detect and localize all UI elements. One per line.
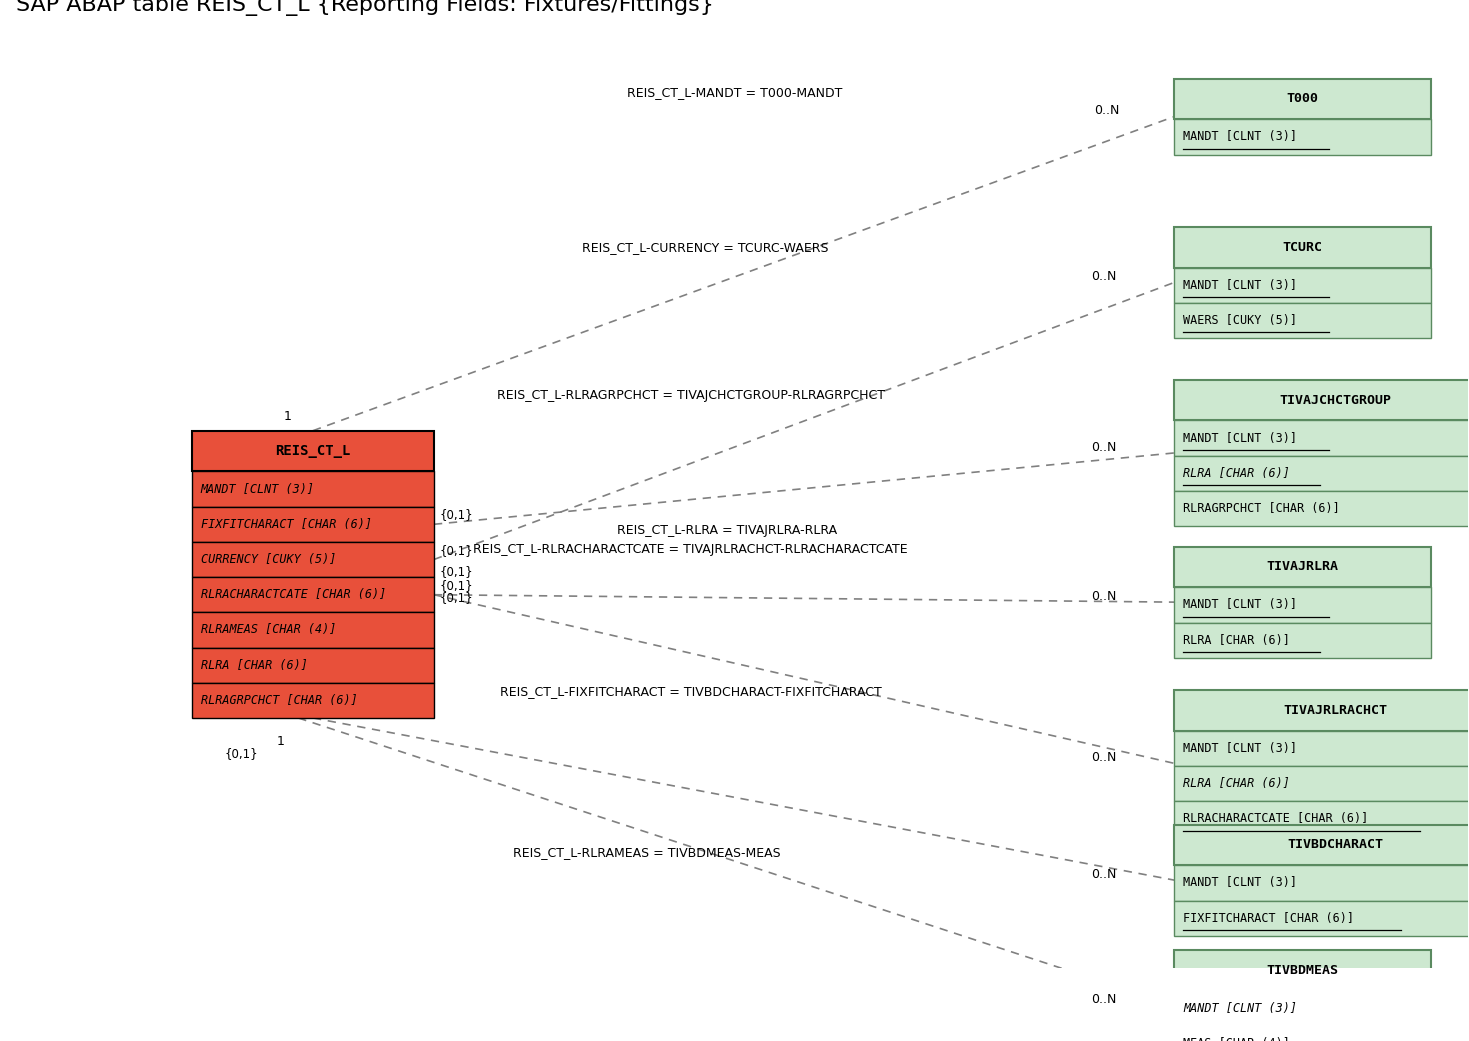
- Text: REIS_CT_L-CURRENCY = TCURC-WAERS: REIS_CT_L-CURRENCY = TCURC-WAERS: [582, 240, 829, 254]
- FancyBboxPatch shape: [1174, 990, 1431, 1025]
- Text: REIS_CT_L-RLRAMEAS = TIVBDMEAS-MEAS: REIS_CT_L-RLRAMEAS = TIVBDMEAS-MEAS: [513, 846, 780, 859]
- Text: REIS_CT_L-MANDT = T000-MANDT: REIS_CT_L-MANDT = T000-MANDT: [627, 86, 842, 99]
- FancyBboxPatch shape: [1174, 268, 1431, 303]
- Text: 1: 1: [284, 410, 291, 424]
- FancyBboxPatch shape: [1174, 900, 1469, 936]
- Text: WAERS [CUKY (5)]: WAERS [CUKY (5)]: [1183, 314, 1297, 327]
- FancyBboxPatch shape: [1174, 865, 1469, 900]
- FancyBboxPatch shape: [192, 542, 433, 577]
- Text: {0,1}: {0,1}: [439, 565, 473, 578]
- FancyBboxPatch shape: [1174, 1025, 1431, 1041]
- Text: MANDT [CLNT (3)]: MANDT [CLNT (3)]: [1183, 877, 1297, 889]
- FancyBboxPatch shape: [192, 507, 433, 542]
- Text: FIXFITCHARACT [CHAR (6)]: FIXFITCHARACT [CHAR (6)]: [1183, 912, 1354, 924]
- Text: REIS_CT_L-RLRACHARACTCATE = TIVAJRLRACHCT-RLRACHARACTCATE: REIS_CT_L-RLRACHARACTCATE = TIVAJRLRACHC…: [473, 542, 908, 556]
- Text: MEAS [CHAR (4)]: MEAS [CHAR (4)]: [1183, 1037, 1290, 1041]
- Text: SAP ABAP table REIS_CT_L {Reporting Fields: Fixtures/Fittings}: SAP ABAP table REIS_CT_L {Reporting Fiel…: [16, 0, 714, 16]
- FancyBboxPatch shape: [1174, 587, 1431, 623]
- Text: 0..N: 0..N: [1091, 752, 1116, 764]
- Text: REIS_CT_L-FIXFITCHARACT = TIVBDCHARACT-FIXFITCHARACT: REIS_CT_L-FIXFITCHARACT = TIVBDCHARACT-F…: [499, 686, 881, 699]
- Text: TCURC: TCURC: [1282, 240, 1322, 254]
- FancyBboxPatch shape: [192, 472, 433, 507]
- Text: 0..N: 0..N: [1091, 271, 1116, 283]
- Text: {0,1}: {0,1}: [225, 746, 259, 760]
- Text: MANDT [CLNT (3)]: MANDT [CLNT (3)]: [201, 483, 314, 496]
- Text: {0,1}: {0,1}: [439, 543, 473, 557]
- Text: REIS_CT_L-RLRAGRPCHCT = TIVAJCHCTGROUP-RLRAGRPCHCT: REIS_CT_L-RLRAGRPCHCT = TIVAJCHCTGROUP-R…: [497, 389, 884, 402]
- FancyBboxPatch shape: [1174, 547, 1431, 587]
- Text: 0..N: 0..N: [1091, 993, 1116, 1007]
- Text: MANDT [CLNT (3)]: MANDT [CLNT (3)]: [1183, 599, 1297, 611]
- Text: RLRACHARACTCATE [CHAR (6)]: RLRACHARACTCATE [CHAR (6)]: [1183, 812, 1369, 826]
- Text: RLRAGRPCHCT [CHAR (6)]: RLRAGRPCHCT [CHAR (6)]: [201, 694, 357, 707]
- FancyBboxPatch shape: [192, 683, 433, 718]
- FancyBboxPatch shape: [192, 577, 433, 612]
- Text: TIVAJRLRACHCT: TIVAJRLRACHCT: [1284, 704, 1388, 717]
- Text: MANDT [CLNT (3)]: MANDT [CLNT (3)]: [1183, 742, 1297, 755]
- Text: {0,1}: {0,1}: [439, 591, 473, 604]
- Text: TIVAJCHCTGROUP: TIVAJCHCTGROUP: [1279, 393, 1391, 407]
- Text: TIVBDMEAS: TIVBDMEAS: [1266, 964, 1338, 976]
- Text: RLRAMEAS [CHAR (4)]: RLRAMEAS [CHAR (4)]: [201, 624, 336, 636]
- FancyBboxPatch shape: [1174, 824, 1469, 865]
- Text: REIS_CT_L: REIS_CT_L: [275, 445, 351, 458]
- FancyBboxPatch shape: [1174, 303, 1431, 338]
- Text: RLRA [CHAR (6)]: RLRA [CHAR (6)]: [1183, 778, 1290, 790]
- Text: RLRA [CHAR (6)]: RLRA [CHAR (6)]: [1183, 634, 1290, 646]
- Text: RLRA [CHAR (6)]: RLRA [CHAR (6)]: [1183, 466, 1290, 480]
- FancyBboxPatch shape: [1174, 802, 1469, 837]
- Text: 0..N: 0..N: [1094, 104, 1119, 118]
- FancyBboxPatch shape: [192, 612, 433, 648]
- FancyBboxPatch shape: [192, 648, 433, 683]
- Text: 1: 1: [276, 735, 284, 747]
- FancyBboxPatch shape: [1174, 690, 1469, 731]
- Text: 0..N: 0..N: [1091, 590, 1116, 603]
- FancyBboxPatch shape: [1174, 731, 1469, 766]
- Text: {0,1}: {0,1}: [439, 579, 473, 592]
- FancyBboxPatch shape: [1174, 227, 1431, 268]
- Text: TIVAJRLRA: TIVAJRLRA: [1266, 560, 1338, 574]
- Text: RLRAGRPCHCT [CHAR (6)]: RLRAGRPCHCT [CHAR (6)]: [1183, 502, 1340, 515]
- FancyBboxPatch shape: [1174, 120, 1431, 154]
- Text: FIXFITCHARACT [CHAR (6)]: FIXFITCHARACT [CHAR (6)]: [201, 517, 372, 531]
- Text: RLRA [CHAR (6)]: RLRA [CHAR (6)]: [201, 659, 307, 671]
- FancyBboxPatch shape: [1174, 766, 1469, 802]
- Text: 0..N: 0..N: [1091, 441, 1116, 454]
- Text: MANDT [CLNT (3)]: MANDT [CLNT (3)]: [1183, 130, 1297, 144]
- Text: CURRENCY [CUKY (5)]: CURRENCY [CUKY (5)]: [201, 553, 336, 566]
- Text: MANDT [CLNT (3)]: MANDT [CLNT (3)]: [1183, 432, 1297, 445]
- Text: RLRACHARACTCATE [CHAR (6)]: RLRACHARACTCATE [CHAR (6)]: [201, 588, 386, 602]
- Text: 0..N: 0..N: [1091, 868, 1116, 881]
- Text: TIVBDCHARACT: TIVBDCHARACT: [1288, 838, 1384, 852]
- FancyBboxPatch shape: [1174, 623, 1431, 658]
- FancyBboxPatch shape: [1174, 949, 1431, 990]
- Text: {0,1}: {0,1}: [439, 508, 473, 522]
- Text: MANDT [CLNT (3)]: MANDT [CLNT (3)]: [1183, 1001, 1297, 1015]
- FancyBboxPatch shape: [1174, 456, 1469, 491]
- Text: REIS_CT_L-RLRA = TIVAJRLRA-RLRA: REIS_CT_L-RLRA = TIVAJRLRA-RLRA: [617, 525, 837, 537]
- Text: T000: T000: [1287, 93, 1319, 105]
- FancyBboxPatch shape: [192, 431, 433, 472]
- FancyBboxPatch shape: [1174, 380, 1469, 421]
- Text: MANDT [CLNT (3)]: MANDT [CLNT (3)]: [1183, 279, 1297, 291]
- FancyBboxPatch shape: [1174, 491, 1469, 526]
- FancyBboxPatch shape: [1174, 421, 1469, 456]
- FancyBboxPatch shape: [1174, 78, 1431, 120]
